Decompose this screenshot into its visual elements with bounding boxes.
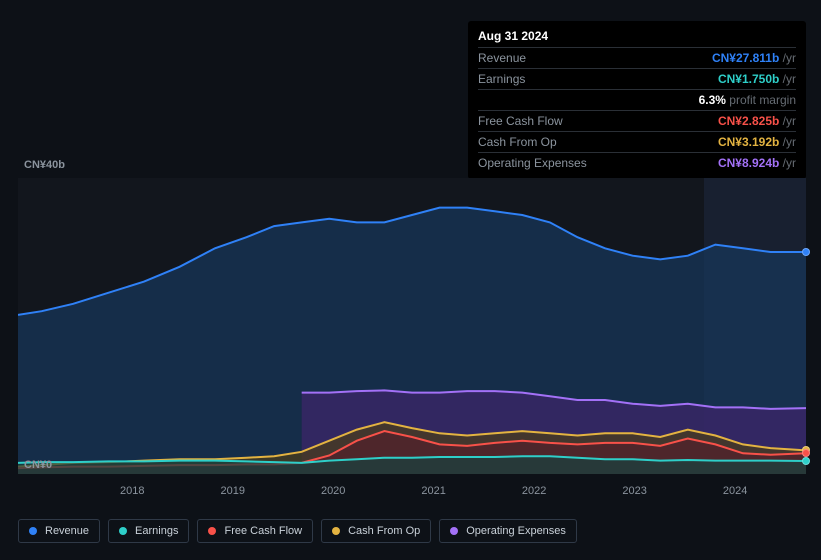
tooltip-row-label: Operating Expenses — [478, 154, 587, 172]
x-axis: 2018 2019 2020 2021 2022 2023 2024 — [18, 485, 806, 499]
tooltip-row: 6.3% profit margin — [478, 89, 796, 110]
tooltip-row-label: Earnings — [478, 70, 525, 88]
legend-dot-icon — [332, 527, 340, 535]
legend-dot-icon — [208, 527, 216, 535]
tooltip-row: Operating Expenses CN¥8.924b /yr — [478, 152, 796, 173]
y-axis-max-label: CN¥40b — [24, 159, 65, 171]
chart-svg — [18, 178, 806, 474]
x-tick: 2023 — [622, 485, 646, 497]
legend-dot-icon — [119, 527, 127, 535]
legend-item[interactable]: Earnings — [108, 519, 189, 543]
legend-dot-icon — [29, 527, 37, 535]
legend-item[interactable]: Revenue — [18, 519, 100, 543]
legend: Revenue Earnings Free Cash Flow Cash From O… — [18, 519, 577, 543]
tooltip-row-value: CN¥27.811b /yr — [712, 49, 796, 67]
end-marker — [802, 248, 810, 256]
legend-item[interactable]: Cash From Op — [321, 519, 431, 543]
tooltip-row-label: Free Cash Flow — [478, 112, 563, 130]
tooltip-rows: Revenue CN¥27.811b /yr Earnings CN¥1.750b /… — [478, 47, 796, 173]
legend-label: Revenue — [45, 525, 89, 537]
x-tick: 2021 — [421, 485, 445, 497]
end-marker — [802, 449, 810, 457]
tooltip-row-label: Cash From Op — [478, 133, 557, 151]
tooltip-title: Aug 31 2024 — [478, 27, 796, 47]
x-tick: 2022 — [522, 485, 546, 497]
tooltip-row-value: CN¥3.192b /yr — [718, 133, 796, 151]
tooltip-row-label: Revenue — [478, 49, 526, 67]
y-axis-min-label: CN¥0 — [24, 459, 52, 471]
tooltip-row-value: CN¥2.825b /yr — [718, 112, 796, 130]
legend-label: Earnings — [135, 525, 178, 537]
chart-container: Aug 31 2024 RevenueCN¥27.811b /yrEarning… — [0, 0, 821, 560]
legend-label: Cash From Op — [348, 525, 420, 537]
legend-item[interactable]: Operating Expenses — [439, 519, 577, 543]
x-tick: 2024 — [723, 485, 747, 497]
tooltip-row: Earnings CN¥1.750b /yr — [478, 68, 796, 89]
end-marker — [802, 457, 810, 465]
legend-dot-icon — [450, 527, 458, 535]
tooltip-row-value: 6.3% profit margin — [699, 91, 796, 109]
chart-plot-area[interactable] — [18, 178, 806, 474]
legend-item[interactable]: Free Cash Flow — [197, 519, 313, 543]
x-tick: 2019 — [220, 485, 244, 497]
tooltip-row: Revenue CN¥27.811b /yr — [478, 47, 796, 68]
tooltip-row: Cash From Op CN¥3.192b /yr — [478, 131, 796, 152]
data-tooltip: Aug 31 2024 RevenueCN¥27.811b /yrEarning… — [468, 21, 806, 179]
tooltip-row-value: CN¥8.924b /yr — [718, 154, 796, 172]
tooltip-row: Free Cash Flow CN¥2.825b /yr — [478, 110, 796, 131]
legend-label: Free Cash Flow — [224, 525, 302, 537]
tooltip-row-value: CN¥1.750b /yr — [718, 70, 796, 88]
x-tick: 2020 — [321, 485, 345, 497]
legend-label: Operating Expenses — [466, 525, 566, 537]
x-tick: 2018 — [120, 485, 144, 497]
